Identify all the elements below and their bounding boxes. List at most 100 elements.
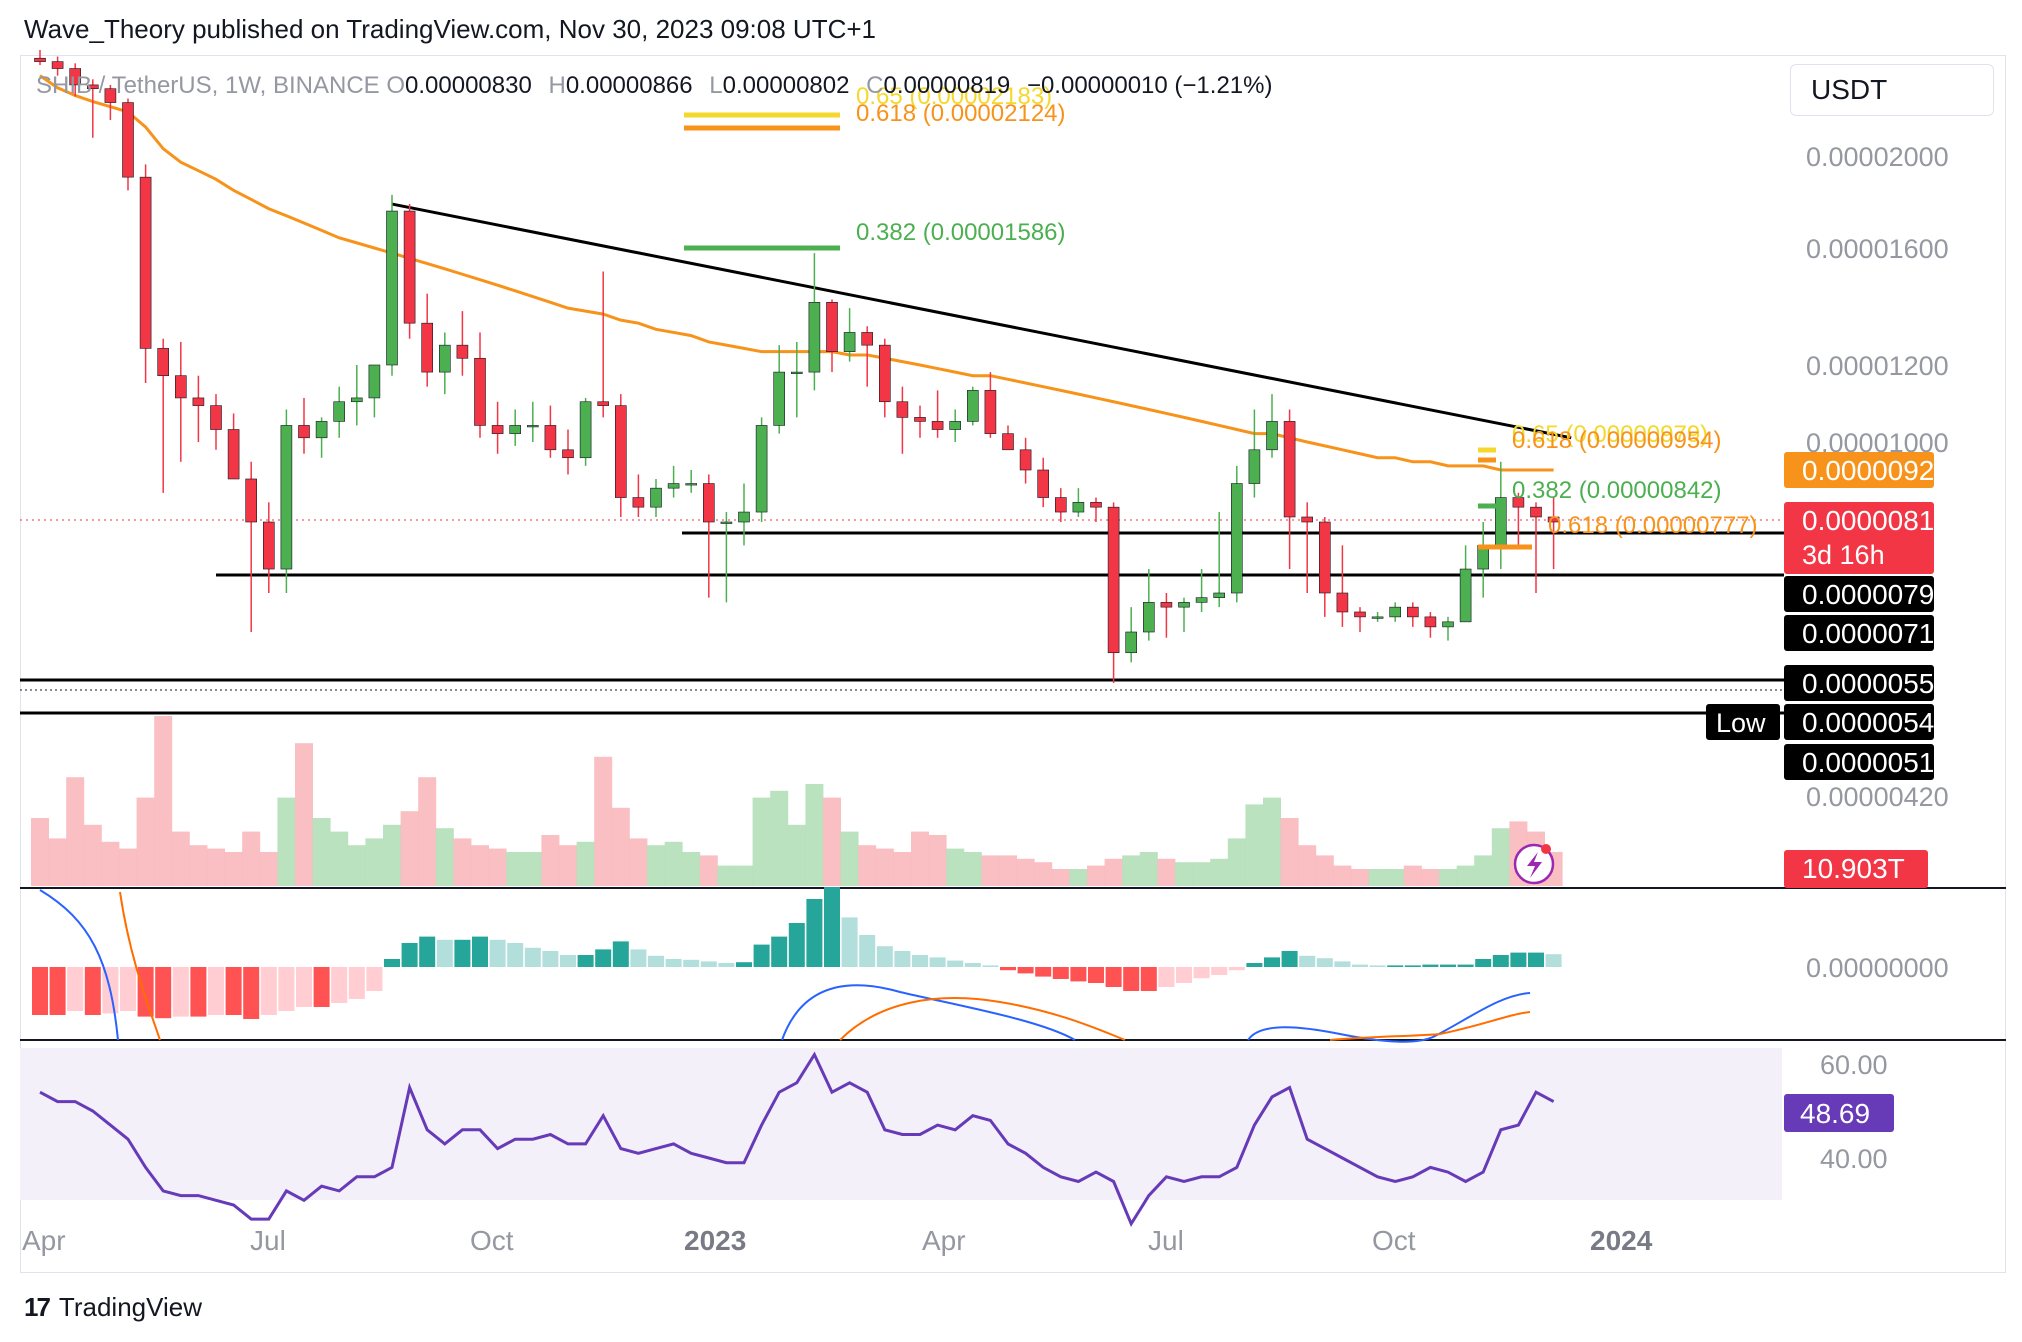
candle [1495, 497, 1507, 546]
volume-bar [101, 841, 120, 886]
volume-bar [1421, 869, 1440, 886]
candle [262, 521, 275, 570]
candle [526, 425, 539, 428]
volume-bar [1245, 804, 1264, 886]
high-label: H [548, 72, 566, 99]
macd-histogram-bar [1228, 967, 1245, 971]
macd-histogram-bar [120, 967, 136, 1011]
volume-bar [312, 818, 331, 886]
macd-histogram-bar [1264, 957, 1280, 967]
macd-histogram-bar [859, 935, 876, 967]
rsi-value-label: 48.69 [1800, 1098, 1870, 1129]
macd-histogram-bar [753, 944, 770, 967]
volume-bar [418, 777, 437, 886]
volume-bar [559, 845, 577, 886]
volume-bar [506, 852, 525, 886]
candle [544, 425, 557, 451]
macd-histogram-bar [577, 955, 594, 967]
candle [632, 497, 645, 508]
macd-histogram-bar [401, 943, 418, 967]
candle [139, 176, 152, 349]
macd-histogram-bar [1052, 967, 1069, 979]
price-marker-label: 0.00000551 [1802, 668, 1950, 699]
volume-bar [1175, 862, 1193, 886]
low-tag-label: Low [1716, 708, 1766, 738]
macd-histogram-bar [841, 917, 858, 967]
candle [122, 102, 134, 178]
macd-histogram-bar [630, 949, 647, 967]
volume-bar [752, 797, 771, 886]
candle [826, 302, 838, 352]
candle [949, 421, 962, 430]
candle [1231, 483, 1243, 594]
volume-bar [1034, 862, 1053, 886]
footer-brand[interactable]: TradingView [58, 1292, 202, 1322]
rsi-line [39, 1051, 1555, 1228]
macd-histogram-bar [296, 967, 312, 1007]
publish-info: Wave_Theory published on TradingView.com… [24, 14, 876, 44]
candle [1019, 449, 1032, 471]
volume-bar [1333, 865, 1352, 886]
macd-histogram-bar [49, 967, 66, 1015]
volume-bar [1280, 818, 1299, 886]
volume-bar [858, 845, 877, 886]
low-label: L [709, 72, 723, 99]
macd-histogram-bar [1035, 967, 1052, 977]
volume-bar [911, 831, 929, 886]
volume-bar [541, 835, 560, 886]
candle [931, 421, 944, 430]
candle [597, 401, 610, 406]
volume-bar [1016, 858, 1035, 886]
volume-bar [136, 797, 155, 886]
volume-bar [383, 824, 401, 886]
macd-histogram-bar [384, 959, 400, 967]
volume-bar [1351, 869, 1369, 886]
candle [298, 425, 310, 439]
candle [368, 364, 381, 399]
macd-histogram-bar [683, 959, 700, 967]
volume-bar [1403, 865, 1422, 886]
macd-histogram-bar [718, 963, 735, 967]
candle [1213, 592, 1225, 598]
candle [1371, 616, 1384, 619]
x-axis-tick-label: Apr [922, 1225, 966, 1256]
candle [1037, 469, 1049, 498]
footer: 17 TradingView [24, 1292, 202, 1323]
candle [1055, 497, 1067, 513]
volume-bar [259, 852, 278, 886]
macd-histogram-bar [982, 965, 999, 967]
volume-bar [66, 777, 85, 886]
price-marker-label: 0.00000510 [1802, 747, 1950, 778]
candle [1354, 611, 1366, 618]
macd-histogram-bar [542, 951, 559, 967]
macd-histogram-bar [243, 967, 260, 1019]
volume-bar [928, 835, 947, 886]
macd-histogram-bar [560, 955, 576, 967]
candle [1547, 516, 1560, 523]
price-marker-badge [1784, 502, 1934, 574]
symbol-name[interactable]: SHIB / TetherUS, 1W, BINANCE [36, 72, 380, 99]
candle [1512, 497, 1525, 508]
candle [1424, 616, 1437, 628]
x-axis-tick-label: Oct [470, 1225, 514, 1256]
change-value: −0.00000010 (−1.21%) [1026, 72, 1273, 99]
macd-histogram-bar [1545, 954, 1562, 967]
volume-bar [83, 824, 102, 886]
candle [808, 302, 821, 373]
macd-histogram-bar [84, 967, 101, 1015]
macd-histogram-bar [1492, 955, 1509, 967]
low-value: 0.00000802 [722, 72, 850, 99]
candle [87, 84, 99, 90]
volume-bar [1104, 858, 1123, 886]
volume-bar [1157, 858, 1176, 886]
macd-histogram-bar [1088, 967, 1104, 983]
macd-histogram-bar [1316, 958, 1333, 967]
volume-bar [435, 828, 454, 886]
currency-selector[interactable]: USDT [1790, 64, 1994, 116]
y-axis-tick-label: 0.00001200 [1806, 351, 1949, 381]
macd-histogram-bar [1246, 963, 1263, 967]
candle [755, 425, 768, 513]
macd-histogram-bar [366, 967, 383, 991]
volume-bar [875, 848, 894, 886]
